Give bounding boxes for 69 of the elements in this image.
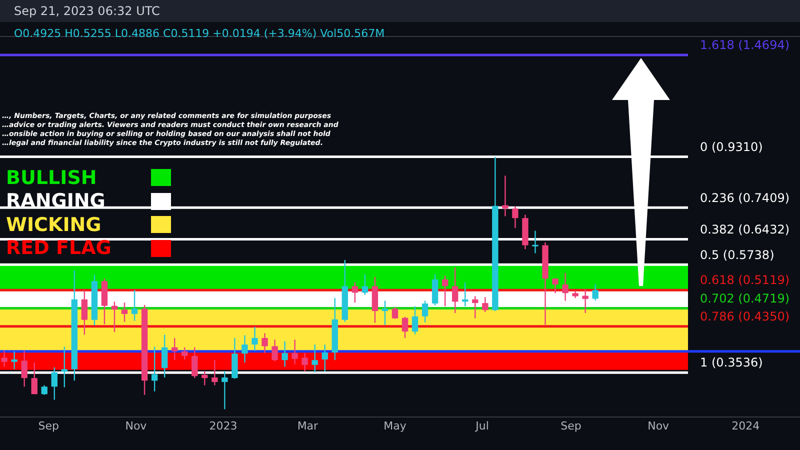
candlestick [202,370,208,386]
candlestick [182,346,188,360]
x-tick-label: Sep [560,419,582,432]
ref-line-label: 0.702 (0.4719) [700,291,790,306]
candlestick [362,274,368,296]
band-label: BULLISH [6,166,97,189]
candlestick [322,344,328,372]
candlestick [41,384,48,396]
candlestick [121,302,128,322]
annotation: O0.4925 H0.5255 L0.4886 C0.5119 +0.0194 (+3.94%) Vol50.567M [14,27,385,40]
candlestick [242,334,248,364]
candlestick [282,340,288,368]
candlestick [582,288,588,314]
x-tick-label: Sep [38,419,60,432]
candlestick [392,306,398,320]
ref-line-label: 0.236 (0.7409) [700,190,790,205]
candlestick [442,275,448,307]
ref-line-label: 0.5 (0.5738) [700,248,774,262]
candlestick [161,334,168,378]
candlestick [552,278,558,294]
candlestick [11,350,18,370]
candlestick [302,352,308,372]
candlestick [292,338,298,365]
x-tick-label: Nov [648,419,670,432]
candlestick [512,206,518,229]
candlestick [312,344,318,373]
ref-line-label: 0.786 (0.4350) [700,310,790,324]
x-tick-label: Jul [474,419,489,432]
candlestick [192,346,198,379]
ref-line-label: 1 (0.3536) [700,356,763,370]
candlestick [592,284,598,302]
band-label: WICKING [6,214,102,236]
x-tick-label: Mar [297,419,319,432]
candlestick [352,282,358,304]
candlestick [51,366,58,400]
candlestick [472,296,478,319]
candlestick [212,359,218,386]
candlestick [151,346,158,392]
text: Sep 21, 2023 06:32 UTC [14,4,160,18]
candlestick [262,332,268,354]
candlestick [412,306,418,335]
ref-line-label: 0 (0.9310) [700,140,763,154]
legend-label: RANGING [6,190,106,212]
candlestick [31,362,38,395]
candlestick [502,175,508,217]
x-tick-label: May [384,419,407,432]
x-tick-label: 2023 [209,419,238,432]
candlestick [452,266,458,314]
candlestick [402,316,408,339]
candlestick [562,272,568,302]
ref-line-label: 0.618 (0.5119) [700,273,790,288]
candlestick [81,289,88,336]
candlestick [272,338,278,362]
candlestick [222,370,228,410]
x-tick-label: 2024 [732,419,760,432]
candlestick [61,346,68,388]
x-tick-label: Nov [125,419,148,432]
candlestick [1,350,8,368]
legend-label: RED FLAG [6,237,112,260]
candlestick [171,337,178,361]
candlestick [482,296,488,313]
candlestick [131,289,138,322]
candlestick [252,326,258,352]
candlestick [422,300,428,323]
ref-line-label: 0.382 (0.6432) [700,222,790,236]
candlestick [382,300,388,326]
candlestick [21,350,28,388]
candlestick [532,230,538,254]
ref-line-label: 1.618 (1.4694) [700,38,790,52]
